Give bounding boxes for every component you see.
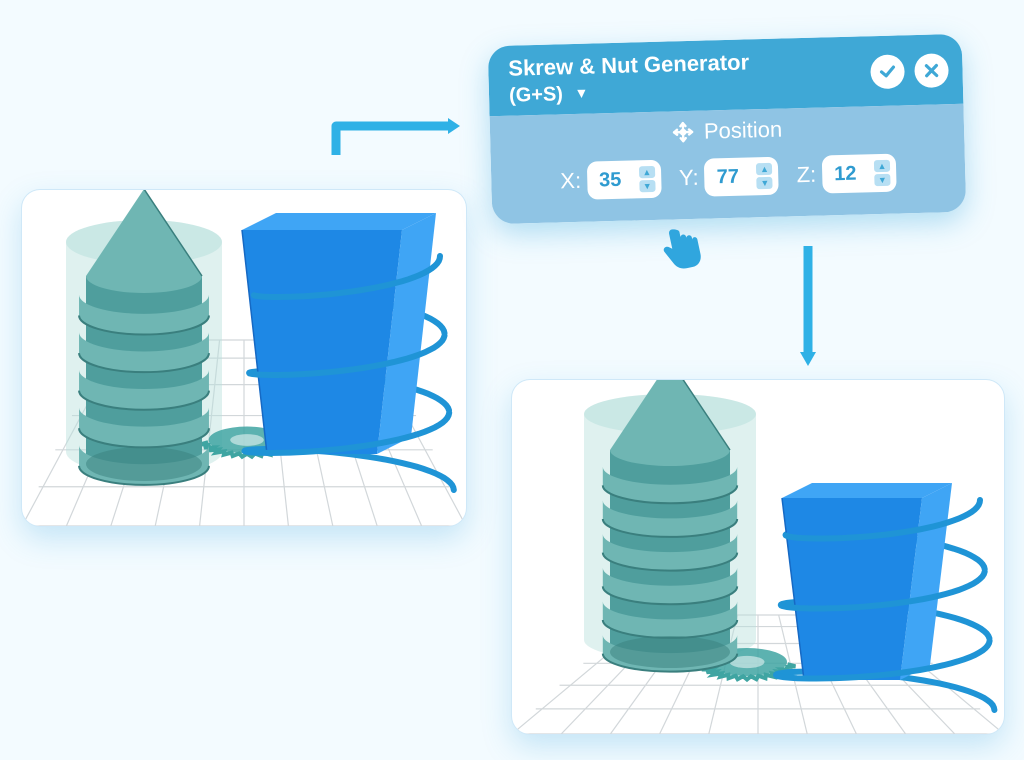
flow-arrows — [0, 0, 1024, 760]
